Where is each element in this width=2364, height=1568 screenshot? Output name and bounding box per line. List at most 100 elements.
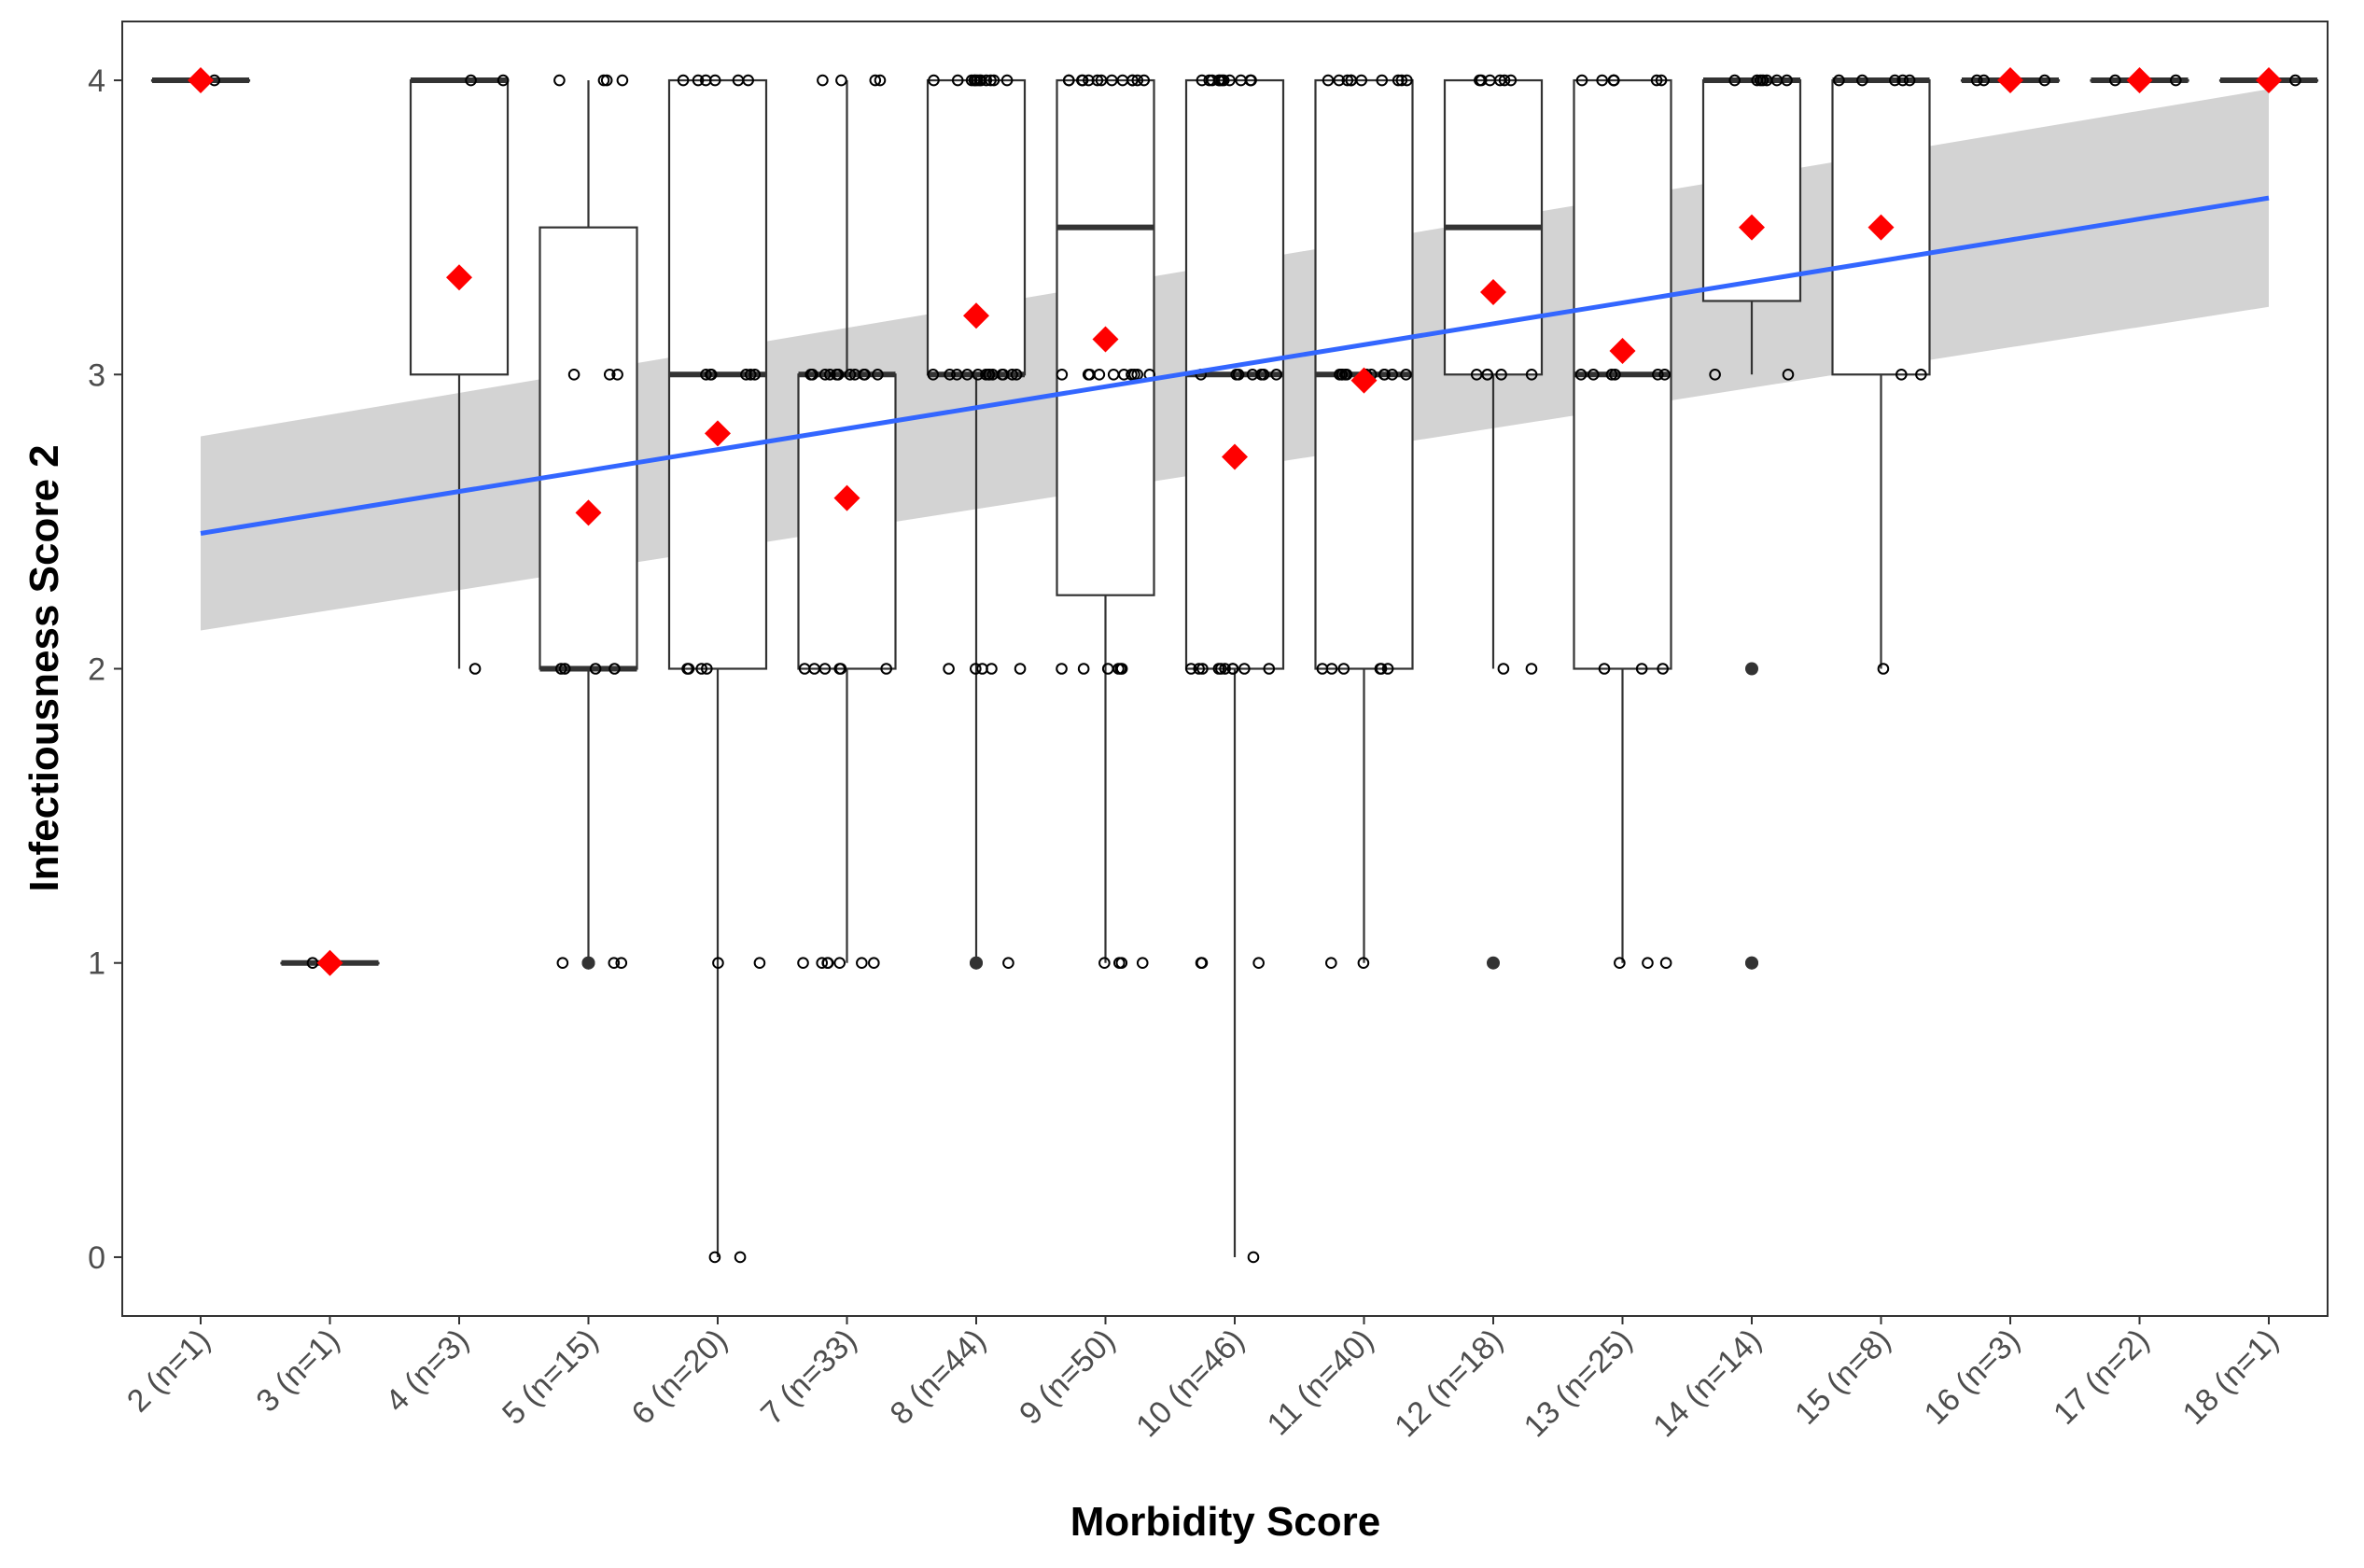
jitter-point (553, 74, 566, 87)
jitter-point (1652, 368, 1664, 381)
mean-marker (1350, 367, 1378, 394)
jitter-point (1136, 957, 1149, 970)
jitter-point (589, 663, 602, 675)
jitter-point (1063, 74, 1075, 87)
jitter-point (1970, 74, 1983, 87)
jitter-point (1126, 368, 1138, 381)
jitter-point (699, 74, 712, 87)
jitter-point (2170, 74, 2182, 87)
jitter-point (1263, 663, 1276, 675)
mean-marker (1480, 279, 1506, 306)
jitter-point (1889, 74, 1901, 87)
jitter-point (1381, 663, 1394, 675)
y-tick-label: 0 (88, 1240, 105, 1276)
mean-marker (2126, 67, 2153, 94)
x-axis-title: Morbidity Score (1070, 1499, 1381, 1545)
jitter-point (1374, 663, 1387, 675)
jitter-point (996, 368, 1009, 381)
jitter-point (821, 957, 833, 970)
jitter-point (874, 74, 887, 87)
jitter-point (1337, 663, 1350, 675)
jitter-point (859, 368, 871, 381)
jitter-point (700, 368, 712, 381)
jitter-point (1000, 74, 1014, 87)
jitter-point (985, 74, 997, 87)
jitter-point (2109, 74, 2121, 87)
jitter-point (834, 663, 847, 675)
jitter-point (695, 663, 707, 675)
mean-marker (1739, 214, 1765, 241)
box-group-2 (409, 77, 510, 669)
jitter-point (951, 74, 964, 87)
jitter-point (705, 368, 718, 381)
jitter-point (1245, 74, 1257, 87)
jitter-point (701, 663, 713, 675)
jitter-point (1193, 663, 1205, 675)
jitter-point (1895, 368, 1908, 381)
mean-marker (833, 484, 860, 511)
jitter-point (823, 368, 836, 381)
jitter-point (556, 957, 569, 970)
jitter-point (1401, 74, 1413, 87)
jitter-point (1077, 663, 1090, 675)
jitter-point (1614, 957, 1626, 970)
y-tick-label: 3 (88, 357, 105, 393)
jitter-point (1655, 74, 1668, 87)
jitter-point (1470, 368, 1483, 381)
jitter-point (611, 368, 623, 381)
jitter-point (740, 368, 752, 381)
box-group-3 (539, 80, 638, 963)
jitter-point (1083, 74, 1095, 87)
jitter-point (1386, 368, 1399, 381)
jitter-point (1322, 74, 1335, 87)
jitter-point (1247, 1251, 1260, 1264)
jitter-point (969, 74, 982, 87)
jitter-point (970, 663, 982, 675)
jitter-point (616, 74, 629, 87)
jitter-point (983, 368, 996, 381)
jitter-point (1607, 74, 1620, 87)
jitter-point (1056, 368, 1069, 381)
mean-marker (1867, 214, 1895, 241)
box-body (539, 226, 638, 670)
mean-marker (1092, 326, 1119, 353)
mean-marker (446, 264, 472, 291)
box-body (926, 78, 1027, 376)
mean-marker-layer (188, 67, 2282, 976)
jitter-point (1255, 368, 1267, 381)
jitter-point (1376, 74, 1389, 87)
jitter-point (1378, 368, 1391, 381)
jitter-point (1658, 368, 1671, 381)
jitter-point (880, 663, 892, 675)
jitter-point (1498, 74, 1511, 87)
mean-marker (316, 949, 343, 976)
jitter-point (1138, 74, 1151, 87)
jitter-point (1002, 957, 1014, 970)
jitter-point (1238, 663, 1251, 675)
box-body (409, 78, 510, 376)
jitter-point (1770, 74, 1783, 87)
jitter-point (832, 368, 845, 381)
y-tick-label: 4 (88, 63, 105, 99)
jitter-point (1014, 663, 1027, 675)
jitter-point (1357, 957, 1370, 970)
jitter-point (1196, 663, 1209, 675)
jitter-point-layer (208, 74, 2301, 1264)
jitter-point (1214, 663, 1227, 675)
mean-marker (188, 67, 214, 94)
mean-marker (705, 420, 731, 447)
jitter-point (1598, 663, 1611, 675)
jitter-point (1246, 368, 1259, 381)
jitter-point (818, 368, 832, 381)
jitter-point (1195, 957, 1208, 970)
jitter-point (1574, 368, 1588, 381)
jitter-point (1114, 663, 1127, 675)
jitter-point (1082, 368, 1095, 381)
jitter-point (1657, 663, 1669, 675)
jitter-point (567, 368, 581, 381)
trend-line (200, 195, 2270, 536)
jitter-point (1095, 74, 1108, 87)
mean-marker (2256, 67, 2282, 94)
jitter-point (844, 368, 857, 381)
